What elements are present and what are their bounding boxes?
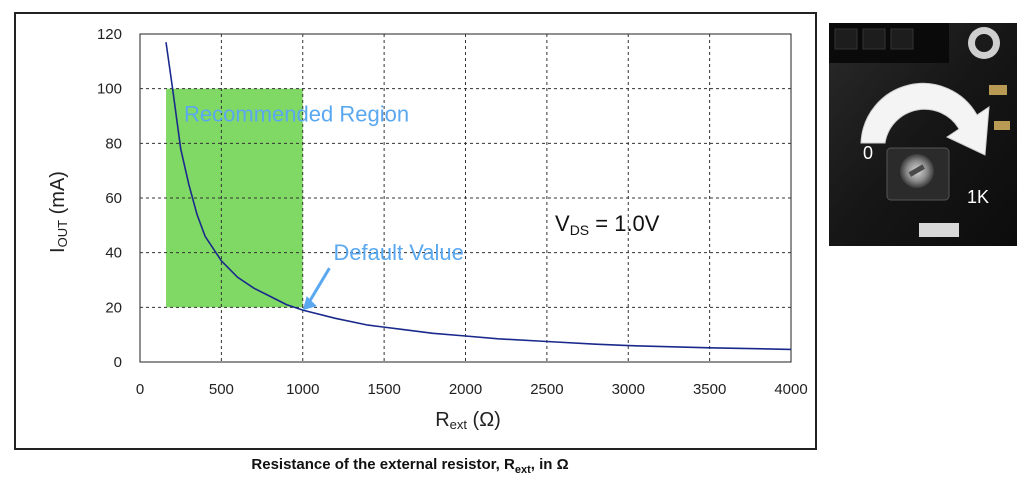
y-tick-label: 100	[97, 81, 122, 98]
x-tick-label: 500	[209, 381, 234, 398]
arrow-head-icon	[302, 296, 317, 311]
y-tick-label: 0	[114, 354, 122, 371]
connector-pin	[834, 28, 858, 50]
iout-vs-rext-chart: 0 500 1000 1500 2000 2500 3000 3500 4000 0 20 40 60 8…	[47, 26, 808, 432]
x-axis-label: Rext (Ω)	[435, 409, 501, 432]
x-tick-label: 2500	[530, 381, 563, 398]
smd-component	[989, 85, 1007, 95]
x-tick-label: 3500	[693, 381, 726, 398]
chart-frame: 0 500 1000 1500 2000 2500 3000 3500 4000 0 20 40 60 8…	[14, 12, 817, 450]
y-tick-label: 120	[97, 26, 122, 43]
potentiometer-photo: 0 1K	[829, 23, 1017, 246]
max-value-label: 1K	[967, 187, 989, 207]
mounting-hole-inner	[975, 34, 993, 52]
x-tick-label: 0	[136, 381, 144, 398]
connector-pin	[890, 28, 914, 50]
x-tick-label: 1000	[286, 381, 319, 398]
x-tick-label: 4000	[774, 381, 807, 398]
y-tick-label: 20	[105, 299, 122, 316]
y-tick-label: 60	[105, 190, 122, 207]
min-value-label: 0	[863, 143, 873, 163]
smd-component	[919, 223, 959, 237]
connector-pin	[862, 28, 886, 50]
smd-component	[994, 121, 1010, 130]
x-tick-label: 2000	[449, 381, 482, 398]
figure-caption: Resistance of the external resistor, Rex…	[251, 456, 569, 476]
rotation-arrow-icon	[860, 82, 990, 156]
x-tick-label: 3000	[612, 381, 645, 398]
y-tick-label: 40	[105, 245, 122, 262]
vds-annotation: VDS = 1.0V	[555, 211, 660, 238]
default-value-arrow	[305, 267, 331, 307]
y-tick-label: 80	[105, 135, 122, 152]
default-value-label: Default Value	[333, 240, 463, 265]
y-axis-label: IOUT (mA)	[47, 171, 70, 253]
trimmer-slot	[908, 164, 925, 177]
iout-curve	[165, 42, 792, 351]
recommended-region-label: Recommended Region	[184, 102, 409, 127]
x-tick-label: 1500	[367, 381, 400, 398]
